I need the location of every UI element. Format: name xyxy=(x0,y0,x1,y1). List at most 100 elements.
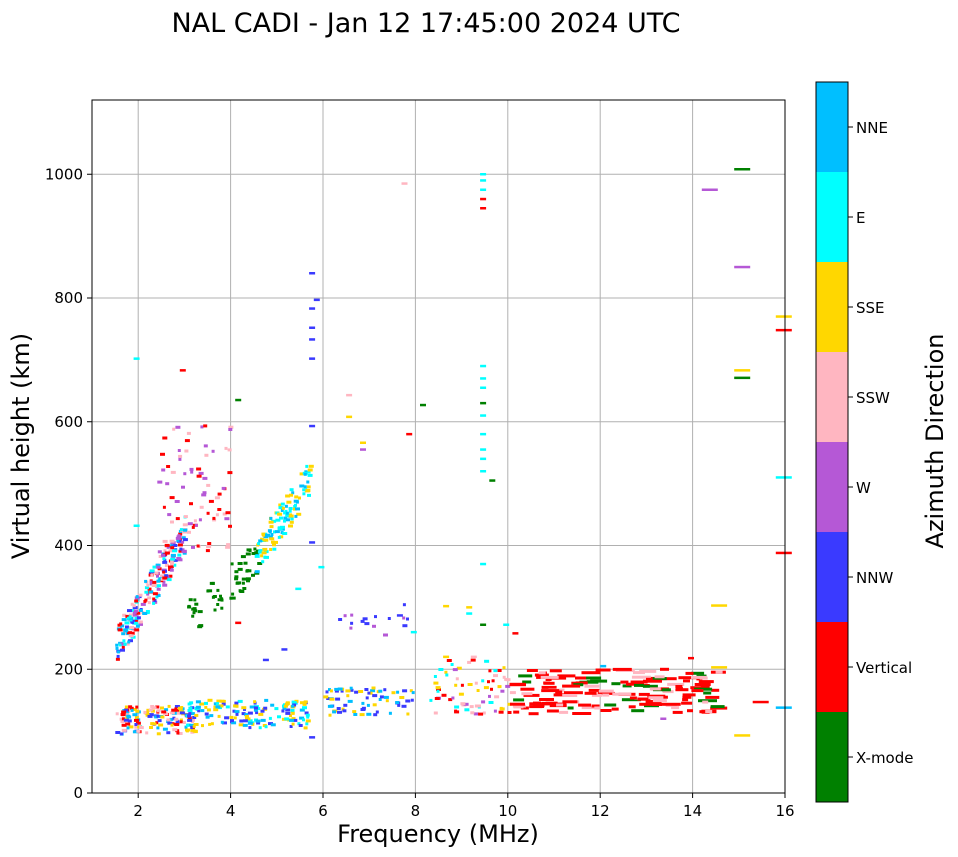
data-point xyxy=(156,574,159,578)
data-point xyxy=(396,614,403,617)
data-point xyxy=(309,424,316,428)
data-point xyxy=(138,609,143,612)
data-point xyxy=(179,369,186,372)
data-point xyxy=(262,533,265,537)
data-point xyxy=(300,701,304,705)
data-point xyxy=(288,507,293,510)
data-point xyxy=(660,667,669,671)
data-point xyxy=(144,590,149,594)
data-point xyxy=(529,705,543,709)
data-point xyxy=(289,520,294,524)
data-point xyxy=(245,569,249,573)
data-point xyxy=(420,403,426,407)
data-point xyxy=(213,608,217,612)
data-point xyxy=(166,718,171,722)
data-point xyxy=(182,721,186,724)
data-point xyxy=(136,729,141,733)
data-point xyxy=(294,495,299,499)
colorbar-segment xyxy=(816,532,848,622)
data-point xyxy=(480,386,487,389)
data-point xyxy=(187,522,193,526)
data-point xyxy=(234,701,239,705)
data-point xyxy=(734,376,751,380)
data-point xyxy=(257,542,261,546)
data-point xyxy=(277,715,281,719)
data-point xyxy=(280,509,284,512)
data-point xyxy=(513,698,525,702)
data-point xyxy=(438,668,444,671)
data-point xyxy=(460,683,464,687)
data-point xyxy=(575,676,589,680)
data-point xyxy=(281,648,288,651)
data-point xyxy=(262,547,268,551)
data-point xyxy=(169,717,174,721)
data-point xyxy=(224,716,230,720)
data-point xyxy=(129,618,133,622)
data-point xyxy=(283,511,287,515)
data-point xyxy=(652,699,667,703)
data-point xyxy=(147,601,151,605)
data-point xyxy=(254,570,260,574)
data-point xyxy=(207,589,213,593)
colorbar-segment xyxy=(816,262,848,352)
data-point xyxy=(470,711,475,715)
data-point xyxy=(369,691,373,695)
data-point xyxy=(201,493,207,497)
data-point xyxy=(734,734,751,737)
data-point xyxy=(188,598,193,602)
y-tick-label: 600 xyxy=(54,413,83,431)
data-point xyxy=(157,550,162,554)
data-point xyxy=(185,728,190,732)
data-point xyxy=(132,730,138,734)
data-point xyxy=(231,596,236,600)
data-point xyxy=(191,545,195,549)
data-point xyxy=(187,604,191,608)
data-point xyxy=(245,577,251,581)
data-point xyxy=(137,593,143,597)
data-point xyxy=(660,717,667,720)
data-point xyxy=(488,694,491,698)
data-point xyxy=(698,680,714,684)
data-point xyxy=(246,579,250,583)
data-point xyxy=(556,703,564,707)
data-point xyxy=(288,509,292,513)
data-point xyxy=(299,708,305,712)
data-point xyxy=(370,689,376,693)
data-point xyxy=(168,565,171,569)
data-point xyxy=(128,705,133,709)
data-point xyxy=(299,716,305,720)
data-point xyxy=(303,485,307,489)
data-point xyxy=(482,711,486,715)
data-point xyxy=(258,539,263,543)
data-point xyxy=(134,723,138,726)
data-point xyxy=(239,590,245,593)
data-point xyxy=(177,543,183,547)
data-point xyxy=(185,714,189,718)
data-point xyxy=(612,692,632,696)
data-point xyxy=(591,704,600,708)
data-point xyxy=(360,448,366,451)
data-point xyxy=(144,711,149,715)
data-point xyxy=(245,717,251,721)
data-point xyxy=(206,545,212,549)
colorbar-tick-label: E xyxy=(856,209,865,227)
data-point xyxy=(372,703,377,707)
data-point xyxy=(480,432,487,436)
data-point xyxy=(510,702,525,706)
data-point xyxy=(120,732,124,736)
data-point xyxy=(269,548,273,551)
data-point xyxy=(149,726,153,729)
data-point xyxy=(598,689,614,693)
data-point xyxy=(265,533,270,537)
data-point xyxy=(224,446,228,450)
data-point xyxy=(247,711,253,715)
data-point xyxy=(117,628,123,632)
data-point xyxy=(133,621,139,625)
data-point xyxy=(634,683,644,687)
data-point xyxy=(120,713,126,716)
data-point xyxy=(282,532,288,535)
x-axis-label: Frequency (MHz) xyxy=(337,820,539,848)
data-point xyxy=(170,564,174,568)
data-point xyxy=(157,567,162,571)
data-point xyxy=(273,530,276,534)
